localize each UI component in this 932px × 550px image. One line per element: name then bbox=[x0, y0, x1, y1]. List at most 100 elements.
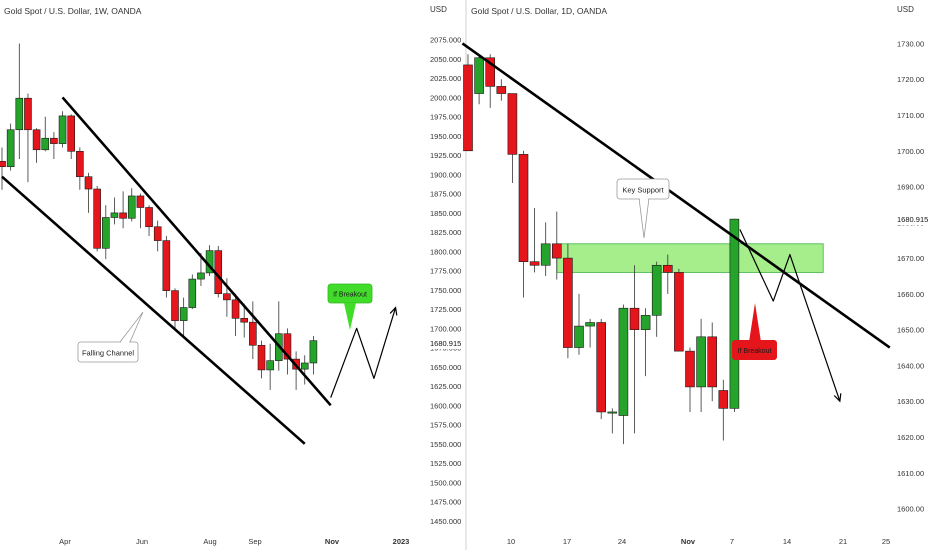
weekly-candle-body bbox=[300, 362, 309, 370]
weekly-price-tick-label: 1500.000 bbox=[430, 478, 461, 487]
weekly-price-tick-label: 1975.000 bbox=[430, 113, 461, 122]
daily-time-tick-label: 7 bbox=[730, 537, 734, 546]
daily-candle-body bbox=[651, 264, 662, 316]
weekly-time-tick-label: Sep bbox=[248, 537, 261, 546]
falling-channel-box bbox=[77, 341, 139, 363]
daily-candle-body bbox=[585, 322, 595, 327]
daily-candle-body bbox=[540, 243, 551, 266]
weekly-price-tick-label: 2075.000 bbox=[430, 36, 461, 45]
falling-channel-pointer bbox=[119, 311, 144, 343]
weekly-candle-body bbox=[162, 240, 171, 291]
weekly-candle-body bbox=[257, 344, 266, 371]
weekly-price-tick-label: 1750.000 bbox=[430, 286, 461, 295]
weekly-price-tick-label: 2000.000 bbox=[430, 93, 461, 102]
daily-breakout-box bbox=[732, 340, 777, 360]
daily-chart: 1600.00 1610.00 1620.00 1630.00 1640.00 1650.… bbox=[461, 5, 929, 546]
weekly-candle-body bbox=[24, 97, 32, 131]
daily-candle-body bbox=[596, 322, 607, 413]
daily-candle-body bbox=[629, 307, 640, 330]
weekly-candle-body bbox=[6, 129, 15, 168]
weekly-candle-body bbox=[110, 212, 119, 218]
weekly-candle-body bbox=[309, 340, 318, 364]
weekly-time-axis[interactable]: Apr Jun Aug Sep Nov 2023 bbox=[59, 537, 409, 546]
daily-breakout-pointer bbox=[749, 303, 761, 342]
weekly-price-tick-label: 1625.000 bbox=[430, 382, 461, 391]
weekly-candle-body bbox=[136, 195, 145, 208]
daily-candle-body bbox=[729, 218, 740, 409]
daily-candle-body bbox=[485, 57, 496, 87]
daily-time-tick-label: 10 bbox=[507, 537, 515, 546]
daily-time-tick-label: 25 bbox=[882, 537, 890, 546]
weekly-candle-body bbox=[231, 299, 240, 319]
weekly-candle-body bbox=[283, 333, 292, 360]
weekly-price-tick-label: 1450.000 bbox=[430, 517, 461, 526]
daily-price-tick-label: 1690.00 bbox=[897, 183, 924, 192]
weekly-candle-body bbox=[145, 207, 153, 228]
daily-candle-body bbox=[529, 261, 540, 266]
daily-candle-body bbox=[563, 257, 573, 348]
daily-candle-body bbox=[707, 336, 718, 388]
weekly-candle-body bbox=[15, 97, 24, 131]
weekly-price-tick-label: 1550.000 bbox=[430, 440, 461, 449]
daily-price-label-bg bbox=[895, 213, 929, 226]
weekly-price-tick-label: 1600.000 bbox=[430, 401, 461, 410]
weekly-candle-body bbox=[266, 360, 274, 371]
weekly-chart-title: Gold Spot / U.S. Dollar, 1W, OANDA bbox=[4, 6, 142, 16]
daily-candle-body bbox=[496, 86, 507, 94]
daily-price-tick-label: 1640.00 bbox=[897, 361, 924, 370]
channel-upper-line bbox=[61, 96, 332, 407]
weekly-candle-body bbox=[50, 137, 58, 144]
daily-candle-body bbox=[640, 315, 651, 330]
daily-candle-body bbox=[607, 411, 618, 414]
weekly-price-tick-label: 1725.000 bbox=[430, 305, 461, 314]
weekly-candle-body bbox=[197, 272, 205, 280]
weekly-candle-body bbox=[67, 115, 75, 152]
weekly-time-tick-label: Apr bbox=[59, 537, 71, 546]
daily-price-tick-label: 1730.00 bbox=[897, 39, 924, 48]
daily-candle-body bbox=[662, 264, 673, 273]
weekly-price-tick-label: 1700.000 bbox=[430, 324, 461, 333]
weekly-price-tick-label: 1575.000 bbox=[430, 421, 461, 430]
weekly-candle-body bbox=[93, 188, 101, 249]
weekly-price-label-bg bbox=[428, 337, 464, 350]
weekly-candle-body bbox=[249, 321, 257, 346]
daily-price-axis[interactable]: 1600.00 1610.00 1620.00 1630.00 1640.00 1650.… bbox=[895, 39, 929, 514]
weekly-time-tick-label: Aug bbox=[203, 537, 216, 546]
daily-price-tick-label: 1670.00 bbox=[897, 254, 924, 263]
daily-candle-body bbox=[474, 57, 484, 94]
weekly-candle-body bbox=[223, 293, 231, 301]
daily-candle-body bbox=[696, 336, 706, 388]
key-support-pointer bbox=[638, 197, 650, 239]
weekly-candle-body bbox=[119, 212, 127, 219]
weekly-candle-body bbox=[127, 195, 136, 219]
daily-candle-body bbox=[718, 390, 729, 409]
daily-candle-body bbox=[685, 350, 695, 388]
weekly-current-price-label: 1680.915 bbox=[430, 339, 461, 348]
weekly-candle-body bbox=[240, 318, 248, 323]
daily-price-tick-label: 1650.00 bbox=[897, 326, 924, 335]
key-support-label: Key Support bbox=[622, 186, 664, 195]
weekly-breakout-pointer bbox=[344, 303, 356, 330]
daily-price-tick-label: 1620.00 bbox=[897, 433, 924, 442]
weekly-candle-body bbox=[76, 151, 84, 178]
weekly-candle-body bbox=[179, 307, 188, 321]
weekly-price-tick-label: 1825.000 bbox=[430, 228, 461, 237]
daily-candles bbox=[463, 54, 740, 445]
daily-price-tick-label: 1600.00 bbox=[897, 505, 924, 514]
weekly-projection-path-arrowhead bbox=[389, 306, 398, 316]
weekly-price-axis[interactable]: 1450.000 1475.000 1500.000 1525.000 1550.000… bbox=[428, 36, 464, 526]
weekly-candle-body bbox=[153, 226, 162, 241]
daily-candle-body bbox=[574, 325, 584, 348]
daily-candle-body bbox=[507, 93, 518, 155]
weekly-breakout-callout: If Breakout bbox=[327, 283, 373, 330]
daily-time-tick-label: 21 bbox=[839, 537, 847, 546]
daily-price-tick-label: 1720.00 bbox=[897, 75, 924, 84]
weekly-price-tick-label: 1875.000 bbox=[430, 190, 461, 199]
channel-lower-line bbox=[1, 175, 306, 445]
weekly-candle-body bbox=[58, 115, 67, 144]
daily-time-tick-label: 24 bbox=[618, 537, 626, 546]
daily-time-axis[interactable]: 10 17 24 Nov 7 14 21 25 bbox=[507, 537, 890, 546]
daily-time-tick-label: 14 bbox=[783, 537, 791, 546]
weekly-price-tick-label: 1775.000 bbox=[430, 267, 461, 276]
falling-channel-label: Falling Channel bbox=[82, 349, 134, 358]
